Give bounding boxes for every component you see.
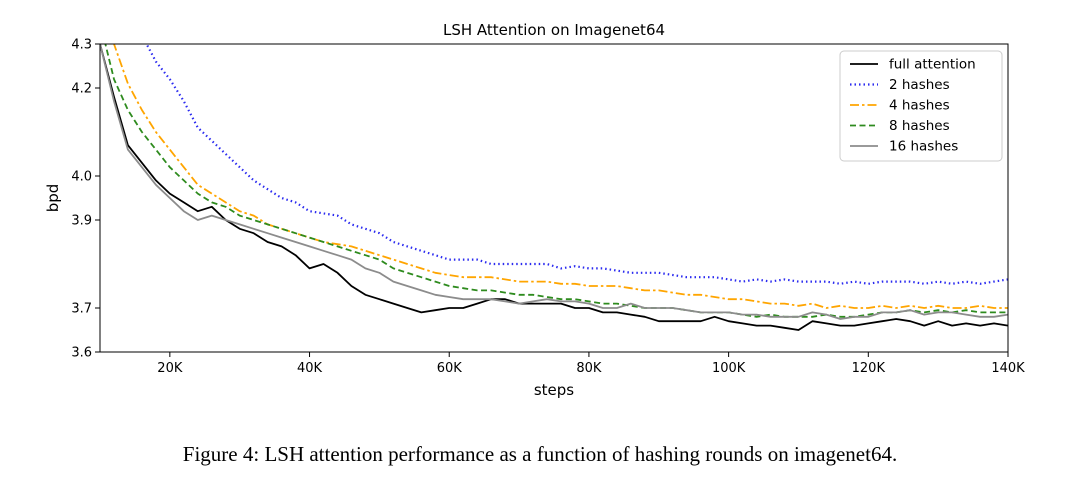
series-layer — [100, 44, 1008, 331]
series-line-16-hashes — [100, 44, 1008, 320]
x-tick-label: 100K — [712, 361, 746, 376]
y-tick-label: 4.0 — [71, 170, 92, 185]
legend-label: 4 hashes — [889, 98, 950, 114]
series-line-full-attention — [100, 44, 1008, 331]
line-chart: LSH Attention on Imagenet64 3.6 3.7 3.9 4.0… — [44, 21, 1025, 399]
y-axis: 3.6 3.7 3.9 4.0 4.2 4.3 — [71, 38, 100, 361]
legend-box — [839, 50, 1003, 162]
y-tick-label: 4.2 — [71, 82, 92, 97]
legend-label: 16 hashes — [889, 139, 958, 155]
y-axis-title: bpd — [44, 184, 62, 213]
plot-frame — [99, 43, 1009, 353]
x-tick-label: 120K — [852, 361, 886, 376]
x-tick-label: 140K — [991, 361, 1025, 376]
y-tick-label: 3.6 — [71, 346, 92, 361]
legend-label: 8 hashes — [889, 118, 950, 134]
legend-label: full attention — [889, 57, 976, 73]
legend-label: 2 hashes — [889, 77, 950, 93]
series-line-8-hashes — [104, 44, 1008, 318]
x-tick-label: 60K — [437, 361, 463, 376]
chart-title: LSH Attention on Imagenet64 — [443, 21, 665, 39]
x-tick-label: 40K — [297, 361, 323, 376]
x-axis-title: steps — [534, 381, 574, 399]
x-tick-label: 20K — [157, 361, 183, 376]
y-tick-label: 4.3 — [71, 38, 92, 53]
y-tick-label: 3.9 — [71, 214, 92, 229]
y-tick-label: 3.7 — [71, 302, 92, 317]
figure-caption: Figure 4: LSH attention performance as a… — [182, 442, 898, 466]
x-axis: 20K 40K 60K 80K 100K 120K 140K — [157, 352, 1025, 376]
x-tick-label: 80K — [576, 361, 602, 376]
legend: full attention 2 hashes 4 hashes 8 hashes 16… — [839, 50, 1003, 162]
series-line-4-hashes — [113, 44, 1008, 309]
